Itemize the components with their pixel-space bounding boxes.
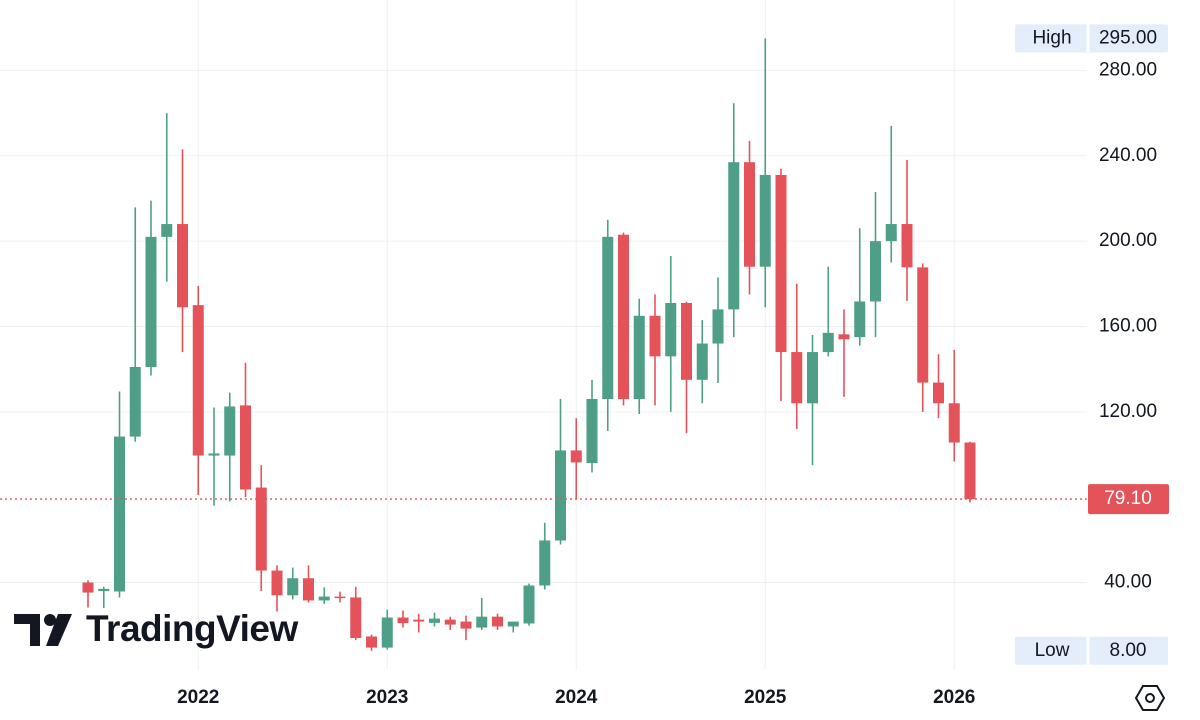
candle-body <box>618 234 629 400</box>
candle-body <box>933 382 944 404</box>
candle-body <box>255 487 267 571</box>
candle-body <box>287 578 299 596</box>
watermark-text: TradingView <box>86 608 298 649</box>
candle-body <box>224 406 236 456</box>
marker-box <box>1015 24 1168 53</box>
price-label: 79.10 <box>1104 488 1152 509</box>
candle-body <box>460 621 472 629</box>
x-tick-label: 2026 <box>933 687 975 708</box>
candle-body <box>570 450 582 463</box>
logo-mark <box>44 614 56 626</box>
candle-body <box>681 302 692 380</box>
x-tick-label: 2022 <box>177 687 219 708</box>
marker-box <box>1015 636 1168 665</box>
candle-body <box>413 619 425 622</box>
x-tick-label: 2023 <box>366 687 408 708</box>
y-tick-label: 200.00 <box>1099 230 1157 251</box>
candle-body <box>444 619 456 625</box>
y-tick-label: 240.00 <box>1099 145 1157 166</box>
x-tick-label: 2024 <box>555 687 598 708</box>
candle-body <box>397 617 409 624</box>
candle-body <box>334 596 346 599</box>
y-tick-label: 40.00 <box>1104 572 1152 593</box>
candle-body <box>208 453 220 456</box>
candle-body <box>476 616 488 628</box>
y-tick-label: 280.00 <box>1099 59 1157 80</box>
marker-value: 8.00 <box>1110 640 1147 661</box>
logo-mark <box>46 614 72 646</box>
candle-body <box>649 315 661 357</box>
candle-body <box>492 616 503 627</box>
candle-body <box>712 309 724 344</box>
candle-body <box>177 224 188 308</box>
candle-body <box>161 224 173 237</box>
candle-body <box>586 399 598 464</box>
candle-body <box>759 174 771 267</box>
y-tick-label: 120.00 <box>1099 401 1157 422</box>
candle-body <box>539 540 551 586</box>
candle-body <box>791 352 803 404</box>
candle-body <box>885 224 897 242</box>
candle-body <box>807 352 818 404</box>
marker-value: 295.00 <box>1099 27 1157 48</box>
candle-body <box>728 162 740 310</box>
candle-body <box>633 315 645 400</box>
candle-body <box>429 618 440 623</box>
candle-body <box>917 267 929 383</box>
candle-body <box>964 442 976 500</box>
candle-body <box>350 597 362 638</box>
candle-body <box>129 367 141 437</box>
candle-body <box>822 332 834 353</box>
candle-body <box>854 301 866 338</box>
candle-body <box>82 582 94 593</box>
candle-body <box>271 570 283 596</box>
candle-body <box>145 236 157 368</box>
watermark: TradingView <box>14 608 299 649</box>
settings-hexagon[interactable] <box>1134 685 1166 711</box>
candle-body <box>696 343 708 380</box>
settings-dot[interactable] <box>1145 693 1155 703</box>
settings-icon[interactable] <box>1134 685 1166 711</box>
x-tick-label: 2025 <box>744 687 787 708</box>
candle-body <box>98 588 110 592</box>
candle-body <box>775 174 787 353</box>
candle-body <box>948 403 960 443</box>
candle-body <box>901 224 913 268</box>
plot: 40.00 120.00 160.00 200.00 240.00 280.00 2022 2… <box>0 0 1169 708</box>
candle-body <box>602 236 614 400</box>
marker-label: Low <box>1035 640 1070 661</box>
price-label-box <box>1088 484 1169 515</box>
logo-mark <box>14 614 40 646</box>
candle-body <box>114 436 125 592</box>
candle-body <box>381 617 393 648</box>
candle-body <box>870 241 881 302</box>
candle-body <box>318 596 330 601</box>
candle-body <box>366 636 377 648</box>
candle-body <box>523 585 535 624</box>
candles <box>82 38 976 651</box>
candle-body <box>240 405 251 490</box>
candle-body <box>303 578 314 601</box>
candle-body <box>744 162 755 267</box>
candle-body <box>192 305 204 456</box>
candle-body <box>838 334 850 340</box>
y-tick-label: 160.00 <box>1099 315 1157 336</box>
candle-body <box>507 621 519 627</box>
candle-body <box>665 302 677 357</box>
candle-body <box>555 450 566 541</box>
marker-label: High <box>1032 27 1071 48</box>
